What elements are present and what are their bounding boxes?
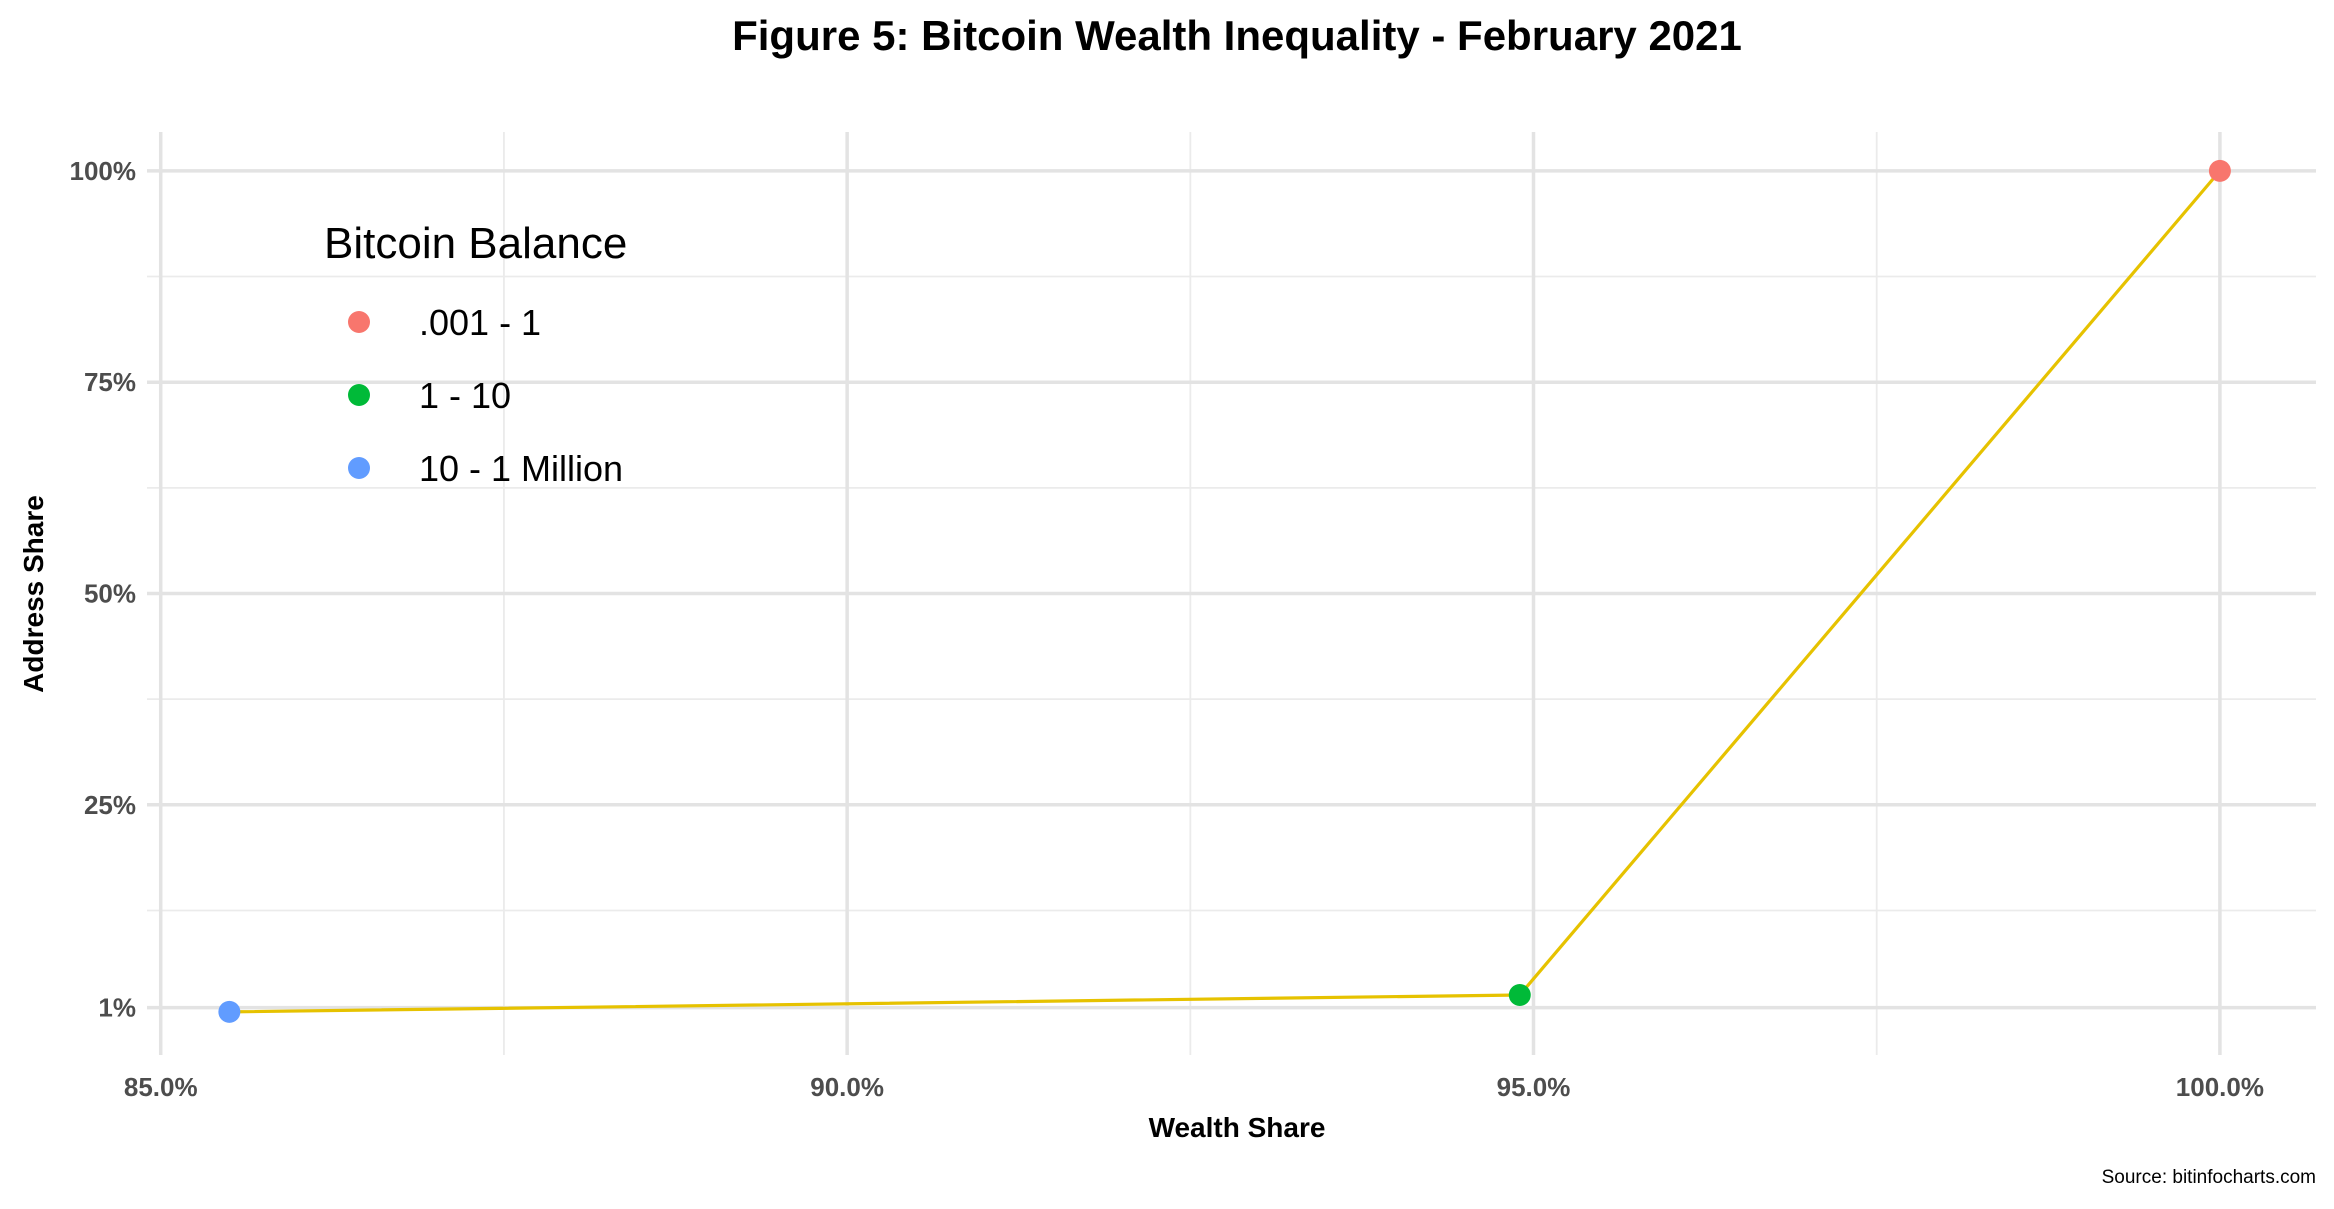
x-tick-labels: 85.0% 90.0% 95.0% 100.0% xyxy=(124,1072,2264,1102)
legend-label: 1 - 10 xyxy=(419,375,511,416)
x-tick-label: 85.0% xyxy=(124,1072,198,1102)
connecting-line xyxy=(229,169,2222,1014)
legend: Bitcoin Balance .001 - 1 1 - 10 10 - 1 Mil… xyxy=(324,219,627,489)
legend-label: 10 - 1 Million xyxy=(419,448,623,489)
y-tick-label: 25% xyxy=(84,790,136,820)
y-tick-label: 1% xyxy=(98,993,136,1023)
chart-title: Figure 5: Bitcoin Wealth Inequality - Fe… xyxy=(732,12,1742,59)
x-tick-label: 90.0% xyxy=(810,1072,884,1102)
legend-key xyxy=(348,311,370,333)
grid xyxy=(147,132,2316,1055)
data-points xyxy=(218,159,2231,1023)
legend-key xyxy=(348,384,370,406)
legend-title: Bitcoin Balance xyxy=(324,219,627,268)
legend-label: .001 - 1 xyxy=(419,302,541,343)
data-point xyxy=(2208,159,2231,182)
legend-key xyxy=(348,457,370,479)
x-tick-label: 95.0% xyxy=(1497,1072,1571,1102)
y-tick-label: 100% xyxy=(70,156,137,186)
data-point xyxy=(218,1000,241,1023)
source-caption: Source: bitinfocharts.com xyxy=(2102,1167,2316,1188)
y-tick-labels: 1% 25% 50% 75% 100% xyxy=(70,156,137,1023)
y-tick-label: 75% xyxy=(84,367,136,397)
y-axis-title: Address Share xyxy=(18,495,49,693)
connecting-line-layer xyxy=(229,169,2222,1014)
y-tick-label: 50% xyxy=(84,579,136,609)
x-tick-label: 100.0% xyxy=(2176,1072,2264,1102)
data-point xyxy=(1508,983,1531,1006)
x-axis-title: Wealth Share xyxy=(1149,1112,1326,1143)
